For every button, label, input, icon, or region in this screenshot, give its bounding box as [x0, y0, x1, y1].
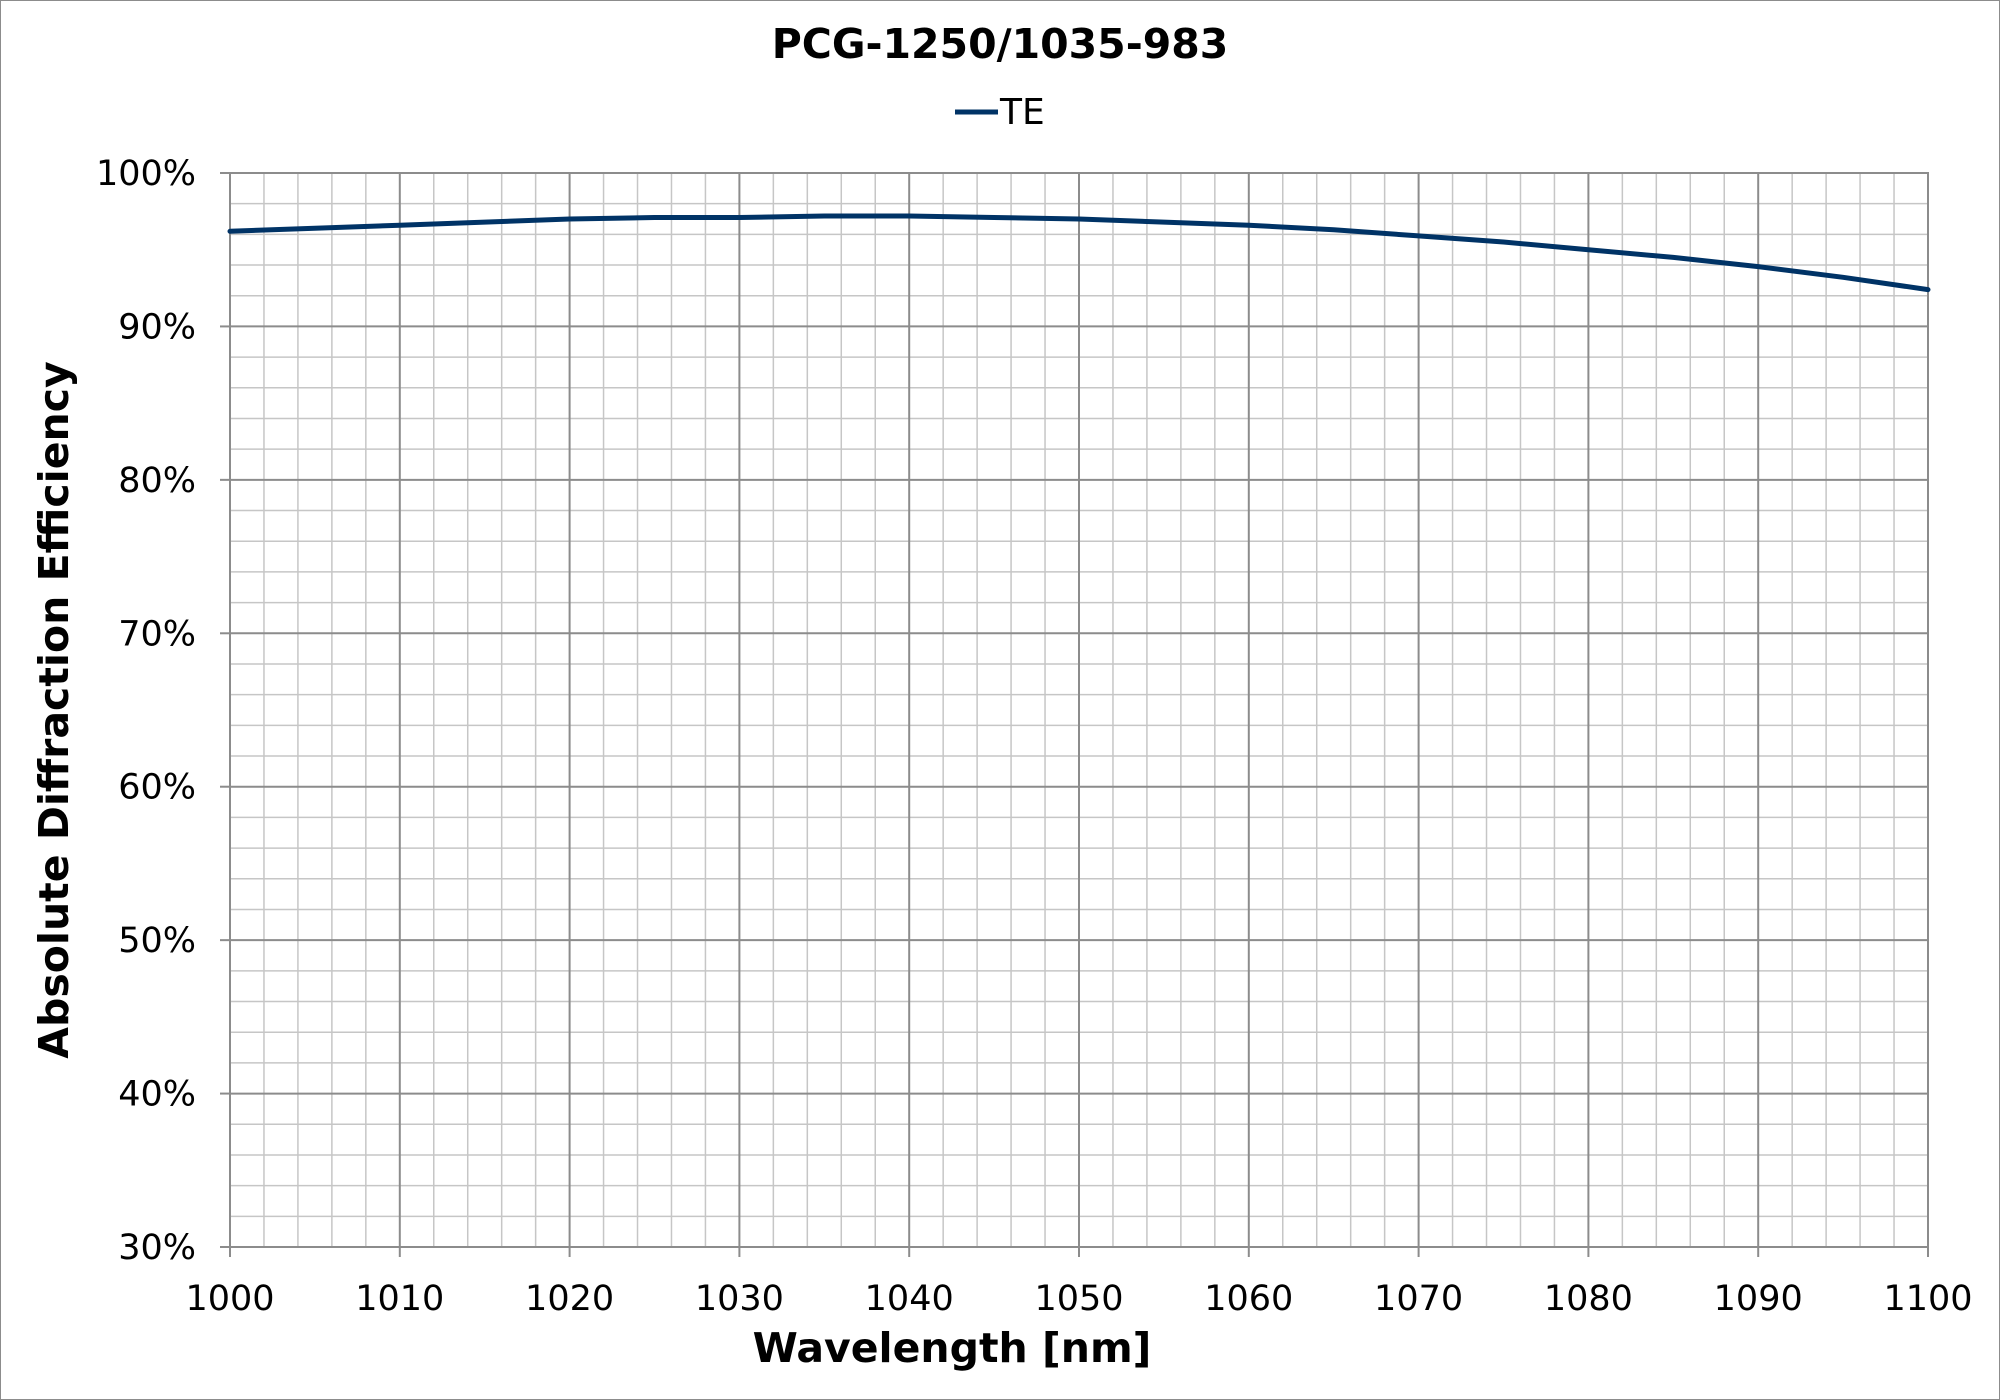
y-tick-label: 40%: [118, 1075, 196, 1115]
x-axis-tick-labels: 1000 1010 1020 1030 1040 1050 1060 1070 1080 1090…: [185, 1279, 1972, 1319]
legend-label-te: TE: [999, 92, 1045, 133]
series-layer: [227, 213, 1931, 293]
y-tick-label: 70%: [118, 614, 196, 654]
x-tick-label: 1080: [1544, 1279, 1633, 1319]
series-line-te: [227, 213, 1931, 293]
y-tick-label: 50%: [118, 921, 196, 961]
x-tick-label: 1000: [185, 1279, 274, 1319]
x-tick-label: 1060: [1204, 1279, 1293, 1319]
y-tick-label: 60%: [118, 768, 196, 808]
y-tick-label: 30%: [118, 1228, 196, 1268]
major-gridlines: [220, 172, 1929, 1257]
y-tick-label: 100%: [96, 154, 196, 194]
y-axis-title: Absolute Diffraction Efficiency: [30, 361, 78, 1058]
y-tick-label: 90%: [118, 307, 196, 347]
x-tick-label: 1050: [1034, 1279, 1123, 1319]
legend: TE: [955, 92, 1045, 133]
plot-area: [229, 172, 1929, 1248]
x-tick-label: 1090: [1714, 1279, 1803, 1319]
x-tick-label: 1040: [865, 1279, 954, 1319]
chart-title: PCG-1250/1035-983: [772, 20, 1229, 68]
x-tick-label: 1030: [695, 1279, 784, 1319]
x-tick-label: 1020: [525, 1279, 614, 1319]
y-axis-tick-labels: 30% 40% 50% 60% 70% 80% 90% 100%: [96, 154, 196, 1268]
x-axis-title: Wavelength [nm]: [753, 1324, 1152, 1372]
x-tick-label: 1070: [1374, 1279, 1463, 1319]
x-tick-label: 1100: [1883, 1279, 1972, 1319]
y-tick-label: 80%: [118, 461, 196, 501]
x-tick-label: 1010: [355, 1279, 444, 1319]
